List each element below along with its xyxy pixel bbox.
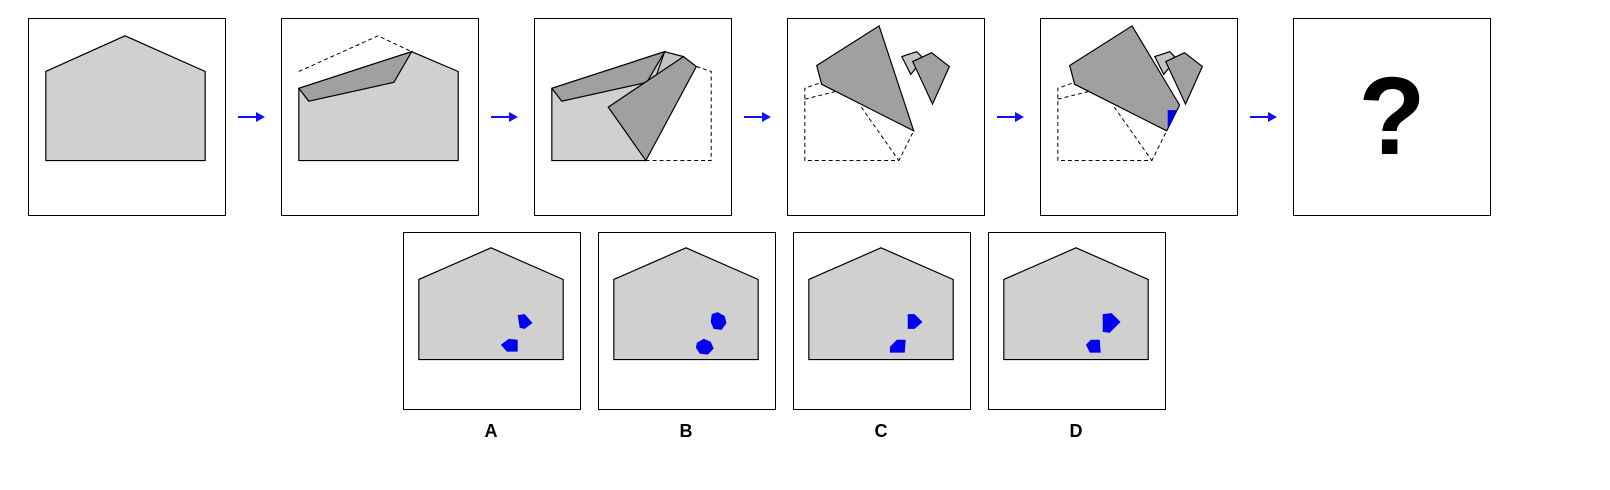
step-5-diagram (1057, 25, 1204, 162)
step-1-diagram (45, 35, 206, 162)
original-outline-dashed (804, 82, 915, 162)
punched-hole (1167, 110, 1177, 128)
step-1-panel (28, 18, 226, 216)
folded-flap (297, 50, 413, 102)
arrow-icon (238, 112, 265, 122)
option-d-label: D (1069, 421, 1083, 441)
option-c-diagram (808, 247, 954, 361)
step-3-panel (534, 18, 732, 216)
option-c-panel[interactable] (793, 232, 971, 410)
hole-mark (500, 338, 518, 352)
step-3-diagram (550, 50, 712, 162)
option-b-label: B (679, 421, 693, 441)
hole-mark (907, 314, 923, 329)
step-4-diagram (804, 25, 951, 162)
step-5-panel (1040, 18, 1238, 216)
folded-flap-large (816, 25, 915, 133)
folded-flap-small (911, 51, 951, 106)
step-2-diagram (297, 35, 459, 162)
paper-sheet (613, 247, 759, 361)
arrow-icon (491, 112, 518, 122)
hole-mark (1102, 313, 1121, 333)
hole-mark (517, 314, 533, 329)
question-mark: ? (1358, 55, 1426, 178)
paper-sheet (418, 247, 564, 361)
fold-line-dashed (1057, 90, 1090, 100)
step-4-panel (787, 18, 985, 216)
option-a-panel[interactable] (403, 232, 581, 410)
original-outline-dashed (1057, 82, 1168, 162)
option-d-diagram (1003, 247, 1149, 361)
option-c-label: C (874, 421, 888, 441)
option-a-diagram (418, 247, 564, 361)
hole-mark (710, 312, 727, 330)
option-d-panel[interactable] (988, 232, 1166, 410)
hole-mark (889, 339, 906, 353)
step-2-panel (281, 18, 479, 216)
option-b-diagram (613, 247, 759, 361)
arrow-icon (744, 112, 771, 122)
answer-panel: ? (1293, 18, 1491, 216)
folded-flap-2 (607, 55, 698, 162)
option-a-label: A (484, 421, 498, 441)
paper-sheet (45, 35, 206, 162)
hole-mark (1085, 339, 1101, 353)
option-b-panel[interactable] (598, 232, 776, 410)
arrow-icon (997, 112, 1024, 122)
arrow-icon (1250, 112, 1277, 122)
original-outline-dashed (645, 66, 712, 162)
paper-sheet (808, 247, 954, 361)
hole-mark (695, 338, 714, 355)
folded-flap-large (1069, 25, 1181, 132)
folded-flap-small (1164, 51, 1204, 106)
original-outline-dashed (298, 35, 412, 72)
paper-sheet (1003, 247, 1149, 361)
fold-line-dashed (804, 90, 837, 100)
